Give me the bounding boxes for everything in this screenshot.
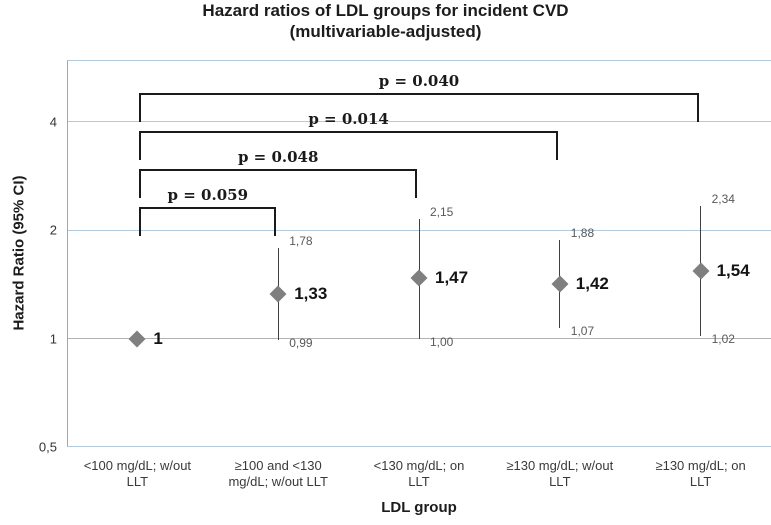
- ci-low-label: 1,00: [430, 334, 454, 349]
- significance-bracket-end: [139, 169, 142, 198]
- hr-value-label: 1,33: [294, 284, 328, 304]
- x-category-label: ≥130 mg/dL; w/out LLT: [506, 458, 614, 489]
- significance-bracket-end: [139, 93, 142, 122]
- ci-low-label: 0,99: [289, 336, 313, 351]
- hr-value-label: 1,54: [716, 261, 750, 281]
- hr-point-marker: [551, 275, 569, 293]
- x-category-label: ≥100 and <130 mg/dL; w/out LLT: [228, 458, 328, 489]
- plot-area: [67, 60, 771, 447]
- hr-point-marker: [128, 330, 146, 348]
- hr-point-marker: [269, 285, 287, 303]
- ci-high-label: 1,78: [289, 234, 313, 249]
- hr-value-label: 1,42: [575, 273, 609, 293]
- significance-bracket-end: [555, 131, 558, 160]
- ci-high-label: 2,34: [711, 191, 735, 206]
- significance-bracket-end: [274, 207, 277, 236]
- significance-bracket-end: [415, 169, 417, 198]
- p-value-label: p = 0.014: [308, 110, 389, 128]
- x-axis-title: LDL group: [381, 499, 457, 516]
- significance-bracket-end: [139, 207, 142, 236]
- chart-title-line2: (multivariable-adjusted): [289, 22, 482, 41]
- y-tick-label: 1: [49, 331, 57, 347]
- y-tick-label: 2: [49, 222, 57, 238]
- x-category-label: <130 mg/dL; on LLT: [373, 458, 465, 489]
- gridline-y1: [68, 338, 771, 340]
- hr-point-marker: [692, 262, 710, 280]
- hr-value-label: 1: [153, 328, 163, 348]
- gridline-y4: [68, 121, 771, 123]
- significance-bracket: [139, 131, 558, 133]
- y-tick-label: 4: [49, 114, 57, 130]
- significance-bracket: [139, 93, 699, 95]
- p-value-label: p = 0.040: [378, 72, 460, 90]
- p-value-label: p = 0.059: [167, 186, 249, 204]
- ci-low-label: 1,07: [570, 324, 595, 339]
- ci-high-label: 1,88: [570, 225, 595, 240]
- hr-point-marker: [410, 269, 428, 287]
- x-category-label: <100 mg/dL; w/out LLT: [83, 458, 192, 489]
- gridline-y2: [68, 229, 771, 231]
- significance-bracket-end: [696, 93, 699, 122]
- hr-value-label: 1,47: [435, 268, 469, 288]
- chart-title-line1: Hazard ratios of LDL groups for incident…: [202, 1, 569, 20]
- ci-low-label: 1,02: [711, 331, 735, 346]
- significance-bracket-end: [139, 131, 142, 160]
- p-value-label: p = 0.048: [237, 148, 319, 166]
- significance-bracket: [139, 207, 277, 209]
- x-category-label: ≥130 mg/dL; on LLT: [655, 458, 746, 489]
- chart-title: Hazard ratios of LDL groups for incident…: [0, 0, 771, 42]
- ci-high-label: 2,15: [430, 204, 454, 219]
- y-tick-label: 0,5: [38, 439, 57, 455]
- significance-bracket: [139, 169, 417, 171]
